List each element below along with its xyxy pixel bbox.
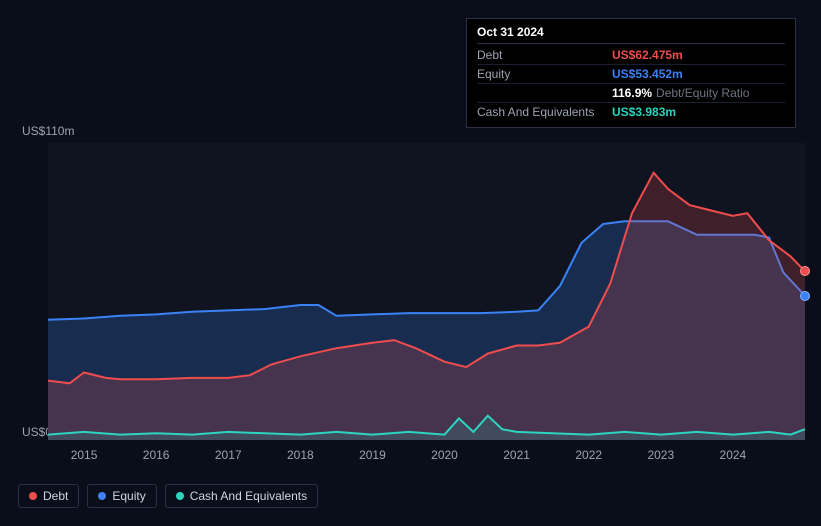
x-axis-year-label: 2023 <box>647 448 674 462</box>
tooltip-row: 116.9%Debt/Equity Ratio <box>477 84 785 103</box>
debt-area <box>48 173 805 440</box>
tooltip-row: DebtUS$62.475m <box>477 46 785 65</box>
legend-item-label: Cash And Equivalents <box>190 489 307 503</box>
legend-dot-icon <box>29 492 37 500</box>
x-axis-year-label: 2019 <box>359 448 386 462</box>
x-axis-year-label: 2015 <box>71 448 98 462</box>
tooltip-row-label: Cash And Equivalents <box>477 105 612 119</box>
x-axis-year-label: 2022 <box>575 448 602 462</box>
tooltip-row-label: Equity <box>477 67 612 81</box>
x-axis-year-label: 2020 <box>431 448 458 462</box>
tooltip-row-value: US$62.475m <box>612 48 683 62</box>
chart-tooltip: Oct 31 2024 DebtUS$62.475mEquityUS$53.45… <box>466 18 796 128</box>
x-axis-year-label: 2017 <box>215 448 242 462</box>
x-axis-year-label: 2018 <box>287 448 314 462</box>
equity-end-marker-icon <box>800 291 810 301</box>
chart-svg <box>48 143 805 440</box>
legend-item-label: Equity <box>112 489 145 503</box>
debt-end-marker-icon <box>800 266 810 276</box>
tooltip-row-value: 116.9%Debt/Equity Ratio <box>612 86 749 100</box>
legend-dot-icon <box>98 492 106 500</box>
tooltip-row-label: Debt <box>477 48 612 62</box>
legend-item-cash-and-equivalents[interactable]: Cash And Equivalents <box>165 484 318 508</box>
tooltip-row-sublabel: Debt/Equity Ratio <box>656 86 749 100</box>
tooltip-row: EquityUS$53.452m <box>477 65 785 84</box>
x-axis-year-label: 2016 <box>143 448 170 462</box>
tooltip-row-label <box>477 86 612 100</box>
tooltip-row-value: US$53.452m <box>612 67 683 81</box>
chart-plot-area[interactable] <box>48 143 805 440</box>
legend-dot-icon <box>176 492 184 500</box>
legend-item-debt[interactable]: Debt <box>18 484 79 508</box>
tooltip-date: Oct 31 2024 <box>477 25 785 44</box>
chart-legend: Debt Equity Cash And Equivalents <box>18 484 318 508</box>
x-axis-year-label: 2021 <box>503 448 530 462</box>
x-axis-year-label: 2024 <box>720 448 747 462</box>
tooltip-row: Cash And EquivalentsUS$3.983m <box>477 103 785 121</box>
legend-item-equity[interactable]: Equity <box>87 484 156 508</box>
y-axis-max-label: US$110m <box>22 124 74 138</box>
legend-item-label: Debt <box>43 489 68 503</box>
tooltip-row-value: US$3.983m <box>612 105 676 119</box>
